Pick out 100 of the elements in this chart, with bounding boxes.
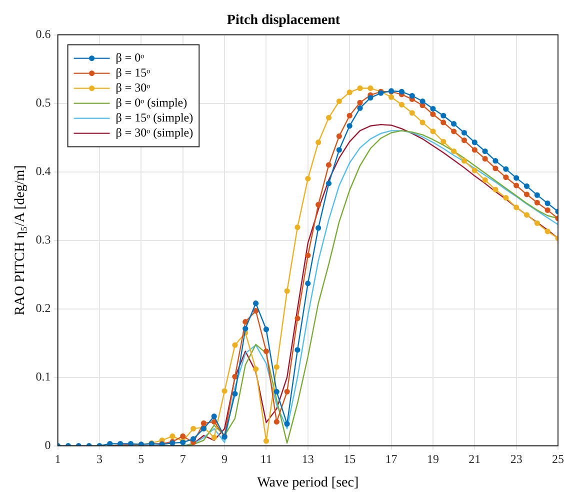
point <box>544 228 550 234</box>
point <box>482 156 488 162</box>
legend-label: β = 30ᵒ (simple) <box>116 125 194 140</box>
x-tick-label: 9 <box>222 452 228 466</box>
point <box>440 120 446 126</box>
point <box>450 148 457 154</box>
x-axis-title: Wave period [sec] <box>257 475 359 490</box>
point <box>524 183 530 189</box>
point <box>316 225 322 231</box>
point <box>232 390 238 397</box>
point <box>190 436 196 442</box>
x-tick-label: 17 <box>385 452 398 466</box>
x-tick-label: 25 <box>552 452 564 466</box>
point <box>263 348 270 354</box>
point <box>440 112 446 118</box>
point <box>284 288 290 294</box>
y-tick-label: 0.6 <box>36 26 51 41</box>
point <box>503 166 509 172</box>
point <box>492 158 498 164</box>
point <box>326 114 332 120</box>
point <box>524 212 530 218</box>
point <box>346 112 352 118</box>
legend-label: β = 0ᵒ (simple) <box>116 95 188 110</box>
point <box>461 137 468 144</box>
legend-label: β = 15ᵒ (simple) <box>116 110 194 124</box>
y-tick-label: 0.3 <box>36 232 51 246</box>
legend-label: β = 15ᵒ <box>116 65 151 80</box>
point <box>180 433 186 440</box>
x-tick-label: 21 <box>468 452 481 466</box>
x-tick-label: 23 <box>510 452 522 466</box>
point <box>107 440 113 446</box>
point <box>492 186 498 192</box>
point <box>514 182 520 188</box>
point <box>430 106 436 112</box>
point <box>420 98 426 104</box>
point <box>232 374 238 380</box>
x-tick-label: 11 <box>260 452 272 466</box>
point <box>222 388 228 394</box>
point <box>252 300 259 306</box>
point <box>336 133 342 139</box>
point <box>482 177 488 183</box>
point <box>326 180 332 186</box>
point <box>242 326 248 332</box>
point <box>514 204 520 210</box>
y-tick-label: 0.1 <box>36 369 51 384</box>
point <box>409 92 415 99</box>
point <box>305 280 311 286</box>
y-axis-title: RAO PITCH η₅/A [deg/m] <box>13 165 28 316</box>
y-tick-label: 0.2 <box>36 300 51 315</box>
point <box>430 128 436 134</box>
point <box>503 174 509 180</box>
point <box>190 426 196 432</box>
point <box>211 434 217 440</box>
point <box>409 110 415 116</box>
point <box>544 207 550 213</box>
point <box>346 123 352 129</box>
point <box>294 347 300 353</box>
point <box>346 90 352 96</box>
point <box>305 176 311 182</box>
point <box>274 419 280 425</box>
point <box>357 85 363 92</box>
legend-label: β = 30ᵒ <box>116 80 151 94</box>
point <box>368 85 374 92</box>
point <box>263 326 270 332</box>
point <box>461 158 468 164</box>
point <box>482 148 488 154</box>
point <box>398 88 404 94</box>
point <box>274 364 280 370</box>
point <box>284 388 290 394</box>
x-tick-label: 19 <box>426 452 439 466</box>
point <box>503 195 509 201</box>
point <box>544 200 550 206</box>
point <box>326 162 332 168</box>
legend-label: β = 0ᵒ <box>116 50 145 64</box>
y-tick-label: 0 <box>44 438 51 452</box>
point <box>430 111 436 118</box>
chart-title: Pitch displacement <box>226 13 340 28</box>
point <box>305 252 311 258</box>
point <box>211 414 217 420</box>
point <box>294 316 300 322</box>
point <box>461 130 468 136</box>
point <box>252 366 259 372</box>
point <box>472 147 478 153</box>
point <box>200 420 206 426</box>
x-tick-label: 13 <box>302 452 314 466</box>
point <box>316 202 322 208</box>
point <box>242 319 248 325</box>
point <box>492 166 498 172</box>
point <box>368 95 374 101</box>
point <box>357 100 363 106</box>
x-tick-label: 3 <box>96 452 102 466</box>
point <box>336 147 342 153</box>
x-tick-label: 15 <box>344 452 356 466</box>
point <box>450 121 457 127</box>
point <box>472 168 478 174</box>
point <box>336 98 342 104</box>
x-tick-label: 7 <box>180 452 186 466</box>
point <box>420 120 426 126</box>
x-tick-label: 5 <box>138 452 144 466</box>
point <box>472 140 478 146</box>
